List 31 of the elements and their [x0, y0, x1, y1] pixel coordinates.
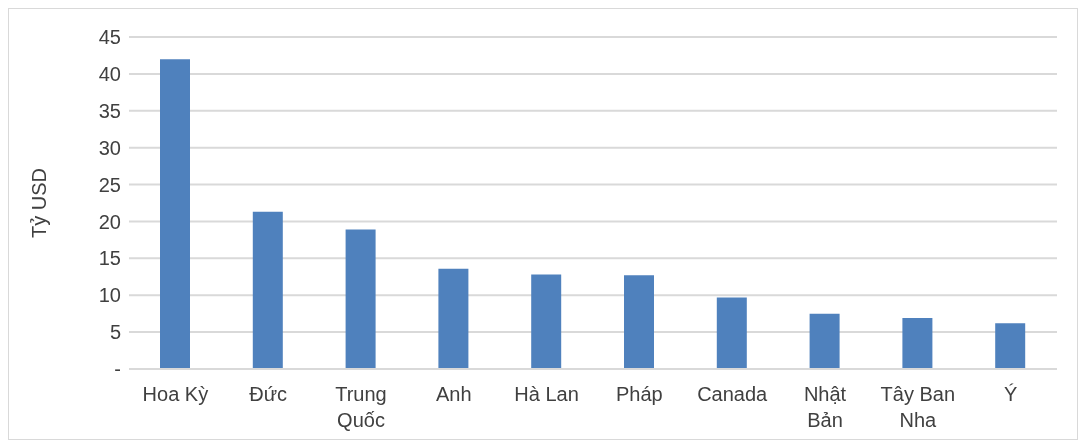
x-tick-label: Hoa Kỳ [142, 383, 209, 405]
bar [809, 313, 840, 369]
y-tick-label: 5 [109, 321, 121, 344]
y-tick-label: 30 [98, 136, 121, 159]
bar [624, 275, 654, 369]
y-tick-label: 20 [98, 210, 121, 233]
y-tick-label: 10 [98, 284, 121, 307]
y-tick-label: 25 [98, 173, 121, 196]
bar [160, 59, 190, 369]
x-tick-label: Tây Ban Nha [880, 383, 956, 431]
x-tick-label: Hà Lan [514, 383, 579, 405]
bar [995, 323, 1026, 369]
bar [902, 318, 933, 369]
bar [438, 268, 469, 369]
bar [531, 274, 562, 369]
x-tick-label: Đức [249, 383, 288, 405]
y-tick-label: 35 [98, 99, 121, 122]
y-tick-label: - [114, 358, 121, 381]
x-tick-label: Canada [697, 383, 769, 405]
x-tick-label: Nhật Bản [803, 383, 847, 431]
x-tick-label: Trung Quốc [335, 383, 387, 431]
x-tick-label: Anh [436, 383, 472, 405]
bar [345, 229, 376, 369]
bar [252, 211, 283, 369]
bar [716, 297, 747, 369]
y-axis-title: Tỷ USD [28, 168, 51, 238]
y-tick-label: 45 [98, 26, 121, 49]
y-tick-label: 40 [98, 62, 121, 85]
x-tick-label: Ý [1003, 383, 1018, 405]
y-tick-label: 15 [98, 247, 121, 270]
x-tick-label: Pháp [616, 383, 663, 405]
